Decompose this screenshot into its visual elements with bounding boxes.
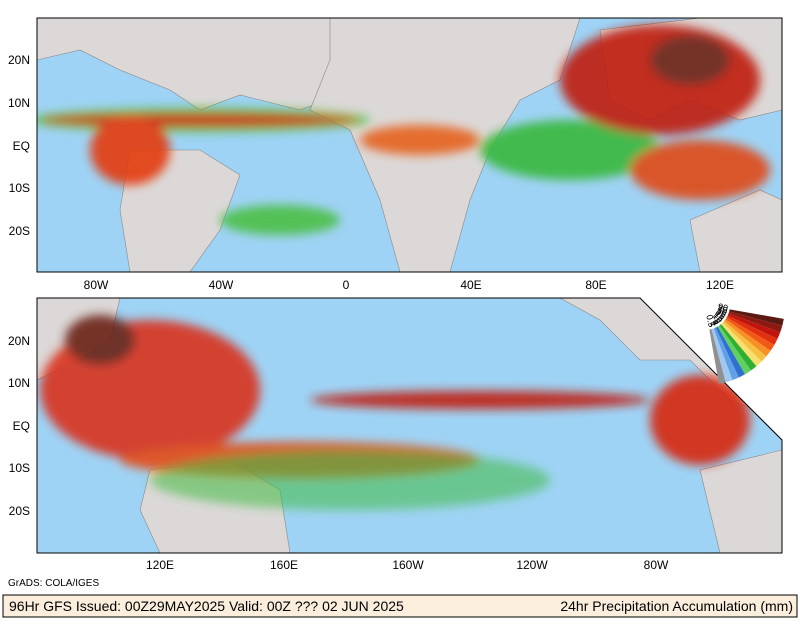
top-map	[37, 18, 782, 272]
lat-label: EQ	[13, 139, 30, 153]
legend-swatch	[729, 309, 784, 326]
legend-label: 25	[713, 308, 727, 322]
footer-left: 96Hr GFS Issued: 00Z29MAY2025 Valid: 00Z…	[9, 598, 404, 614]
top-frame	[36, 17, 783, 273]
lat-label: 10N	[8, 96, 30, 110]
lat-label: 20S	[9, 504, 30, 518]
lon-label: 160W	[392, 558, 424, 572]
lat-label: 10N	[8, 376, 30, 390]
lon-label: 80W	[84, 278, 109, 292]
legend-swatch	[711, 328, 733, 383]
legend-label: 70	[716, 303, 729, 316]
legend-label: 10	[711, 311, 725, 325]
legend-label: 50	[715, 305, 728, 318]
footer-right: 24hr Precipitation Accumulation (mm)	[560, 598, 793, 614]
lat-label: 10S	[9, 461, 30, 475]
lon-label: 80W	[644, 558, 669, 572]
lon-label: 80E	[585, 278, 606, 292]
legend-swatch	[717, 325, 751, 375]
legend-swatch	[722, 321, 767, 362]
lon-label: 40E	[460, 278, 481, 292]
lat-label: EQ	[13, 419, 30, 433]
legend-swatch	[709, 329, 726, 384]
legend-label: 90	[717, 301, 729, 313]
legend-swatch	[728, 311, 783, 333]
lon-label: 120W	[516, 558, 548, 572]
legend-label: 35	[714, 306, 728, 320]
lon-label: 0	[343, 278, 350, 292]
lon-label: 120E	[706, 278, 734, 292]
lat-label: 10S	[9, 181, 30, 195]
lat-label: 20N	[8, 53, 30, 67]
legend-swatch	[719, 324, 757, 371]
lon-label: 40W	[209, 278, 234, 292]
legend-swatch	[725, 317, 775, 351]
legend-swatch	[727, 313, 781, 339]
credit: GrADS: COLA/IGES	[8, 578, 99, 589]
lon-label: 160E	[270, 558, 298, 572]
legend-swatch	[713, 327, 739, 381]
footer-box	[2, 594, 798, 618]
legend-swatch	[721, 322, 762, 367]
bottom-frame	[36, 297, 783, 554]
legend-swatch	[724, 319, 771, 357]
legend-label: 4	[710, 318, 721, 327]
legend-label: 8	[712, 317, 723, 327]
legend-label: 1	[708, 320, 719, 328]
legend-label: 0.5	[704, 314, 717, 328]
lat-label: 20S	[9, 224, 30, 238]
lat-label: 20N	[8, 334, 30, 348]
legend-swatch	[726, 315, 778, 345]
legend-swatch	[715, 326, 745, 378]
lon-label: 120E	[146, 558, 174, 572]
bottom-map	[37, 298, 782, 553]
